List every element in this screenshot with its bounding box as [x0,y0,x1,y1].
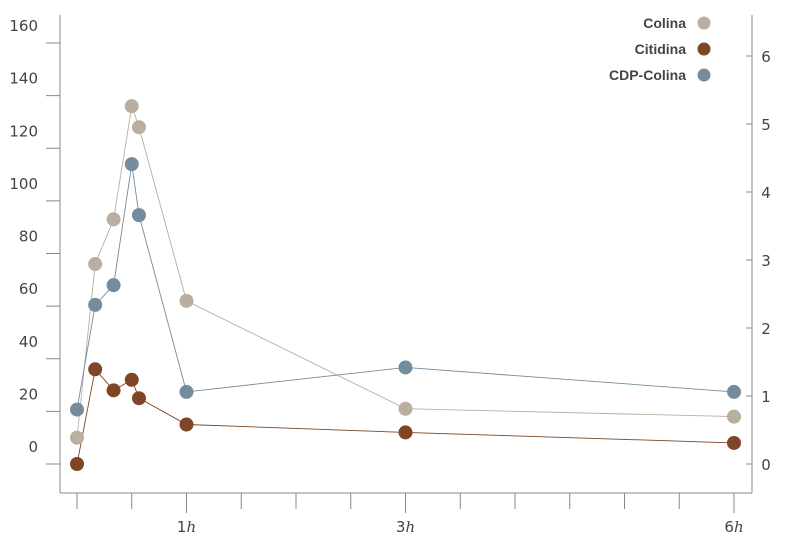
series-line-colina [76,106,735,438]
y-left-tick-label: 80 [19,228,38,246]
series-line-citidina [76,368,735,465]
point-citidina [124,372,139,387]
point-cdp-colina [179,384,194,399]
point-citidina [179,417,194,432]
y-right-tick-label: 6 [761,48,771,66]
point-cdp-colina [398,360,413,375]
x-tick-label: 3h [396,518,415,536]
point-colina [131,120,146,135]
legend-label-cdp-colina: CDP-Colina [609,67,686,83]
point-colina [70,430,84,445]
y-right-tick-label: 0 [761,456,771,474]
point-citidina [727,435,741,450]
axes: 0 20 40 60 80 100 120 140 160 0 1 2 3 4 5 6 1h 3h 6h [9,15,771,536]
point-citidina [70,457,84,471]
legend-marker-colina [697,16,711,30]
y-left-tick-label: 160 [9,17,38,35]
point-cdp-colina [106,278,121,293]
y-left-tick-label: 140 [9,70,38,88]
y-left-tick-label: 120 [9,122,38,140]
y-left-tick-label: 20 [19,385,38,403]
point-citidina [88,362,103,377]
legend-marker-citidina [697,42,711,56]
point-colina [179,293,194,308]
legend-label-colina: Colina [643,15,686,31]
point-colina [727,409,741,424]
y-left-tick-label: 60 [19,280,38,298]
point-colina [398,401,413,416]
y-right-tick-label: 2 [761,320,771,338]
point-citidina [398,425,413,440]
point-citidina [106,383,121,398]
y-right-tick-label: 3 [761,252,771,270]
y-left-tick-label: 0 [28,438,38,456]
series-points [70,99,741,471]
x-tick-label: 1h [177,518,196,536]
point-cdp-colina [88,297,103,312]
legend: Colina Citidina CDP-Colina [609,15,711,83]
point-cdp-colina [131,208,146,223]
y-left-tick-label: 40 [19,333,38,351]
y-left-tick-label: 100 [9,175,38,193]
y-right-tick-label: 5 [761,116,771,134]
point-citidina [131,391,146,406]
y-right-tick-label: 1 [761,388,771,406]
point-cdp-colina [124,157,139,172]
point-colina [88,257,103,272]
point-colina [106,212,121,227]
y-right-tick-label: 4 [761,184,771,202]
point-cdp-colina [70,402,84,417]
legend-marker-cdp-colina [697,68,711,82]
point-colina [124,99,139,114]
x-tick-label: 6h [724,518,743,536]
point-cdp-colina [727,384,741,399]
legend-label-citidina: Citidina [635,41,687,57]
